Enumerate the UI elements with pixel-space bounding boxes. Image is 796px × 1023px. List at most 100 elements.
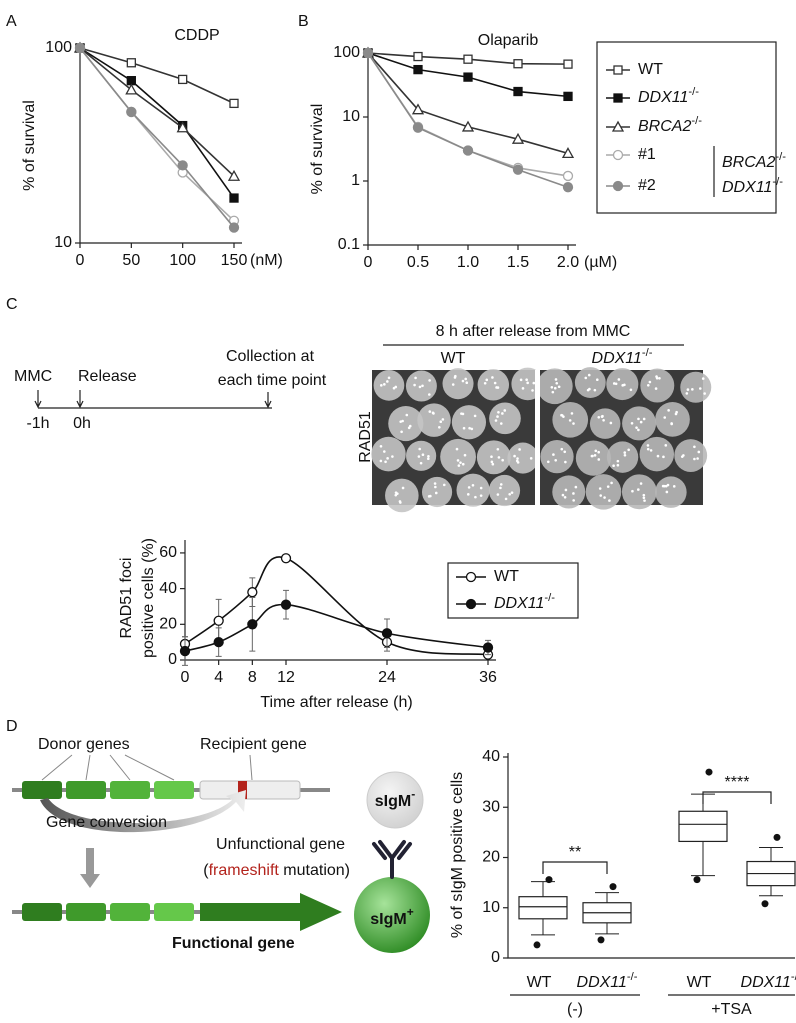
x-tick-label: 100 [169, 252, 196, 269]
focus [663, 416, 667, 419]
cell [606, 368, 639, 401]
gene [66, 781, 106, 799]
focus [413, 383, 416, 387]
focus [594, 449, 598, 453]
focus [555, 381, 559, 385]
gene [110, 781, 150, 799]
focus [426, 457, 430, 461]
focus [461, 379, 465, 383]
cell [589, 408, 621, 439]
significance-label: ** [569, 844, 581, 861]
focus [656, 454, 660, 458]
cell [680, 371, 712, 403]
y-tick-label: 10 [54, 234, 72, 251]
focus [572, 492, 575, 495]
whisker [595, 892, 619, 903]
marker [612, 149, 624, 161]
focus [550, 385, 554, 389]
x-tick-label: 150 [221, 252, 248, 269]
cell [488, 474, 521, 507]
focus [643, 499, 646, 502]
focus [510, 491, 514, 494]
focus [439, 420, 443, 424]
focus [584, 376, 588, 380]
axes [507, 753, 795, 959]
focus [474, 495, 477, 499]
diagram-label: (frameshift mutation) [203, 862, 350, 879]
significance-bracket [702, 791, 772, 804]
legend-label: WT [494, 568, 519, 585]
gene [22, 903, 62, 921]
focus [675, 410, 678, 414]
focus [491, 376, 494, 379]
superscript: -/- [688, 86, 699, 98]
focus [495, 386, 498, 389]
y-tick-label: 0 [491, 949, 500, 966]
y-tick-label: 60 [159, 544, 177, 561]
focus [400, 430, 403, 434]
focus [595, 378, 599, 382]
diagram-label: Gene conversion [46, 814, 167, 831]
focus [646, 383, 650, 387]
focus [462, 426, 466, 430]
focus [460, 412, 463, 415]
superscript: -/- [544, 592, 555, 604]
diagram-label: Donor genes [38, 736, 130, 753]
marker [613, 93, 623, 103]
arrow [34, 390, 42, 409]
marker [362, 47, 374, 59]
significance-label: **** [725, 774, 750, 791]
cell [385, 478, 419, 513]
focus [418, 447, 422, 451]
focus [466, 493, 470, 496]
focus [701, 377, 705, 380]
outlier [545, 876, 553, 884]
focus [610, 481, 613, 485]
panel-label: A [6, 13, 17, 30]
focus [531, 389, 534, 392]
focus [642, 496, 646, 500]
y-axis-label: % of survival [21, 100, 38, 191]
cell [406, 440, 437, 471]
focus [603, 496, 606, 499]
box [678, 810, 728, 843]
series-line [79, 47, 235, 222]
x-tick-label: DDX11-/- [577, 971, 638, 991]
whisker [531, 918, 555, 936]
focus [428, 379, 431, 382]
recipient-gene [199, 780, 301, 800]
focus [563, 450, 567, 454]
focus [496, 447, 500, 451]
x-tick-label: 1.5 [507, 254, 529, 271]
marker [125, 83, 138, 95]
cell [373, 370, 405, 401]
marker [227, 169, 241, 181]
arrow [264, 392, 272, 409]
legend-label: WT [638, 61, 663, 78]
leader [41, 754, 253, 781]
focus [661, 484, 665, 488]
cell [640, 368, 675, 403]
focus [503, 409, 507, 412]
gene [22, 781, 62, 799]
outlier [693, 876, 701, 884]
diagram-label: Recipient gene [200, 736, 307, 753]
cell [442, 368, 474, 400]
whisker [595, 922, 619, 935]
antibody [372, 840, 412, 879]
focus [546, 460, 550, 464]
focus [587, 373, 591, 377]
focus [497, 410, 500, 414]
y-tick-label: 10 [342, 108, 360, 125]
legend-group-label: DDX11-/- [722, 176, 783, 196]
superscript: -/- [627, 971, 638, 983]
series-line [79, 47, 235, 177]
focus [438, 425, 441, 429]
y-tick-label: 40 [159, 580, 177, 597]
focus [631, 489, 634, 493]
focus [519, 378, 523, 382]
cell [552, 475, 586, 509]
legend-label: BRCA2-/- [638, 115, 702, 135]
superscript: -/- [772, 176, 783, 188]
